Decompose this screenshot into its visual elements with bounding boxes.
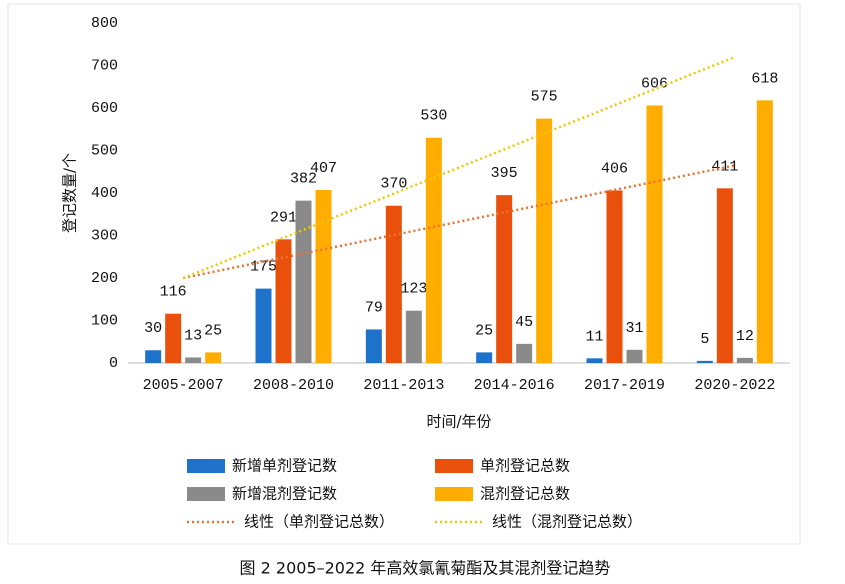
bar [275,239,292,363]
data-label: 45 [515,314,533,331]
data-label: 25 [475,322,493,339]
x-tick-label: 2014-2016 [474,377,555,394]
bar [185,357,202,363]
y-tick-label: 0 [109,355,118,372]
x-tick-label: 2008-2010 [253,377,334,394]
trend-line [182,164,736,280]
data-label: 575 [531,89,558,106]
data-label: 25 [204,322,222,339]
bar [165,313,182,363]
legend-label: 新增混剂登记数 [232,485,337,503]
bar [516,343,533,363]
legend-swatch [435,459,473,473]
legend-swatch [187,459,225,473]
data-label: 395 [491,165,518,182]
caption: 图 2 2005–2022 年高效氯氰菊酯及其混剂登记趋势 [240,559,611,578]
bar [696,360,713,363]
x-tick-label: 2011-2013 [363,377,444,394]
bar [255,288,272,363]
y-tick-label: 600 [91,100,118,117]
data-label: 411 [711,158,738,175]
data-label: 30 [144,320,162,337]
bar [425,137,442,363]
bar [646,105,663,363]
legend-label: 单剂登记总数 [480,457,570,475]
legend-label: 线性（单剂登记总数） [244,513,394,531]
data-label: 530 [420,108,447,125]
y-tick-label: 100 [91,312,118,329]
bar [536,118,553,363]
data-label: 5 [700,331,709,348]
data-label: 291 [270,209,297,226]
data-label: 116 [160,284,187,301]
legend-swatch [187,487,225,501]
data-label: 13 [184,327,202,344]
y-tick-label: 500 [91,142,118,159]
y-tick-label: 700 [91,57,118,74]
x-tick-label: 2005-2007 [143,377,224,394]
y-tick-label: 300 [91,227,118,244]
legend-label: 混剂登记总数 [480,485,570,503]
data-label: 12 [736,328,754,345]
legend-label: 线性（混剂登记总数） [492,513,642,531]
bar [405,310,422,363]
data-label: 123 [400,281,427,298]
bar [586,358,603,363]
chart-frame [7,3,801,545]
data-label: 79 [365,299,383,316]
bar [626,349,643,363]
legend-label: 新增单剂登记数 [232,457,337,475]
bar [315,190,332,363]
bar [385,205,402,363]
bar [736,357,753,363]
bar [476,352,493,363]
bar [365,329,382,363]
legend-swatch [435,487,473,501]
y-tick-label: 800 [91,15,118,32]
bar [205,352,222,363]
data-label: 406 [601,160,628,177]
bar [496,195,513,363]
data-label: 606 [641,75,668,92]
data-label: 618 [751,70,778,87]
bar [295,200,312,363]
data-label: 382 [290,171,317,188]
trend-line [182,55,736,280]
data-label: 407 [310,160,337,177]
x-axis-title: 时间/年份 [426,413,491,431]
bar [756,100,773,363]
data-label: 370 [380,176,407,193]
x-tick-label: 2017-2019 [584,377,665,394]
y-tick-label: 200 [91,270,118,287]
data-label: 31 [625,320,643,337]
data-label: 175 [250,259,277,276]
y-tick-label: 400 [91,185,118,202]
bar [606,190,623,363]
bar [145,350,162,363]
y-axis-title: 登记数量/个 [61,153,79,233]
data-label: 11 [585,328,603,345]
x-tick-label: 2020-2022 [694,377,775,394]
bar [716,188,733,363]
